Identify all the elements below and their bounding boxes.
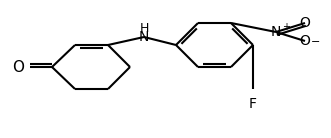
Text: H: H <box>139 22 149 34</box>
Text: O: O <box>12 59 24 75</box>
Text: O: O <box>300 16 310 30</box>
Text: N: N <box>139 30 149 44</box>
Text: −: − <box>311 37 320 47</box>
Text: +: + <box>282 22 290 32</box>
Text: O: O <box>300 34 310 48</box>
Text: F: F <box>249 97 257 111</box>
Text: N: N <box>271 25 281 39</box>
